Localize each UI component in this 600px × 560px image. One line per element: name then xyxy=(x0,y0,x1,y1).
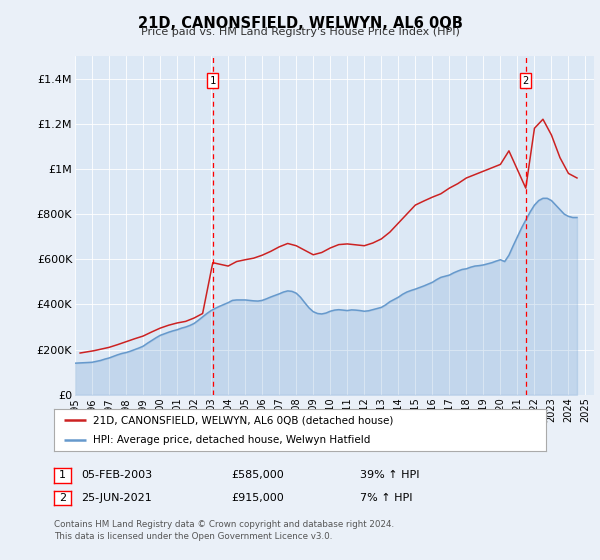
Text: 7% ↑ HPI: 7% ↑ HPI xyxy=(360,493,413,503)
Text: 1: 1 xyxy=(59,470,66,480)
Text: 21D, CANONSFIELD, WELWYN, AL6 0QB (detached house): 21D, CANONSFIELD, WELWYN, AL6 0QB (detac… xyxy=(94,415,394,425)
Text: Contains HM Land Registry data © Crown copyright and database right 2024.
This d: Contains HM Land Registry data © Crown c… xyxy=(54,520,394,541)
Text: 2: 2 xyxy=(523,76,529,86)
Text: £585,000: £585,000 xyxy=(231,470,284,480)
Text: HPI: Average price, detached house, Welwyn Hatfield: HPI: Average price, detached house, Welw… xyxy=(94,435,371,445)
Text: 1: 1 xyxy=(209,76,216,86)
Text: 2: 2 xyxy=(59,493,66,503)
Text: Price paid vs. HM Land Registry's House Price Index (HPI): Price paid vs. HM Land Registry's House … xyxy=(140,27,460,37)
Text: 39% ↑ HPI: 39% ↑ HPI xyxy=(360,470,419,480)
Text: 05-FEB-2003: 05-FEB-2003 xyxy=(81,470,152,480)
Text: £915,000: £915,000 xyxy=(231,493,284,503)
Text: 21D, CANONSFIELD, WELWYN, AL6 0QB: 21D, CANONSFIELD, WELWYN, AL6 0QB xyxy=(137,16,463,31)
Text: 25-JUN-2021: 25-JUN-2021 xyxy=(81,493,152,503)
